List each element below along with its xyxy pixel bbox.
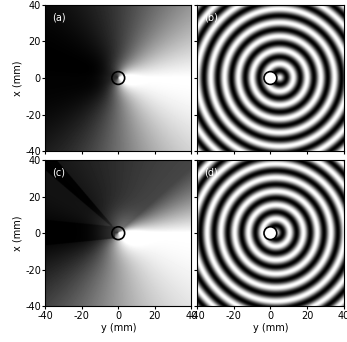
X-axis label: y (mm): y (mm) <box>101 323 136 333</box>
Text: (c): (c) <box>52 167 66 177</box>
Text: (a): (a) <box>52 12 66 22</box>
Y-axis label: x (mm): x (mm) <box>12 215 22 251</box>
X-axis label: y (mm): y (mm) <box>253 323 288 333</box>
Text: (d): (d) <box>205 167 218 177</box>
Circle shape <box>264 71 277 84</box>
Y-axis label: x (mm): x (mm) <box>12 60 22 96</box>
Circle shape <box>264 227 277 240</box>
Text: (b): (b) <box>205 12 218 22</box>
